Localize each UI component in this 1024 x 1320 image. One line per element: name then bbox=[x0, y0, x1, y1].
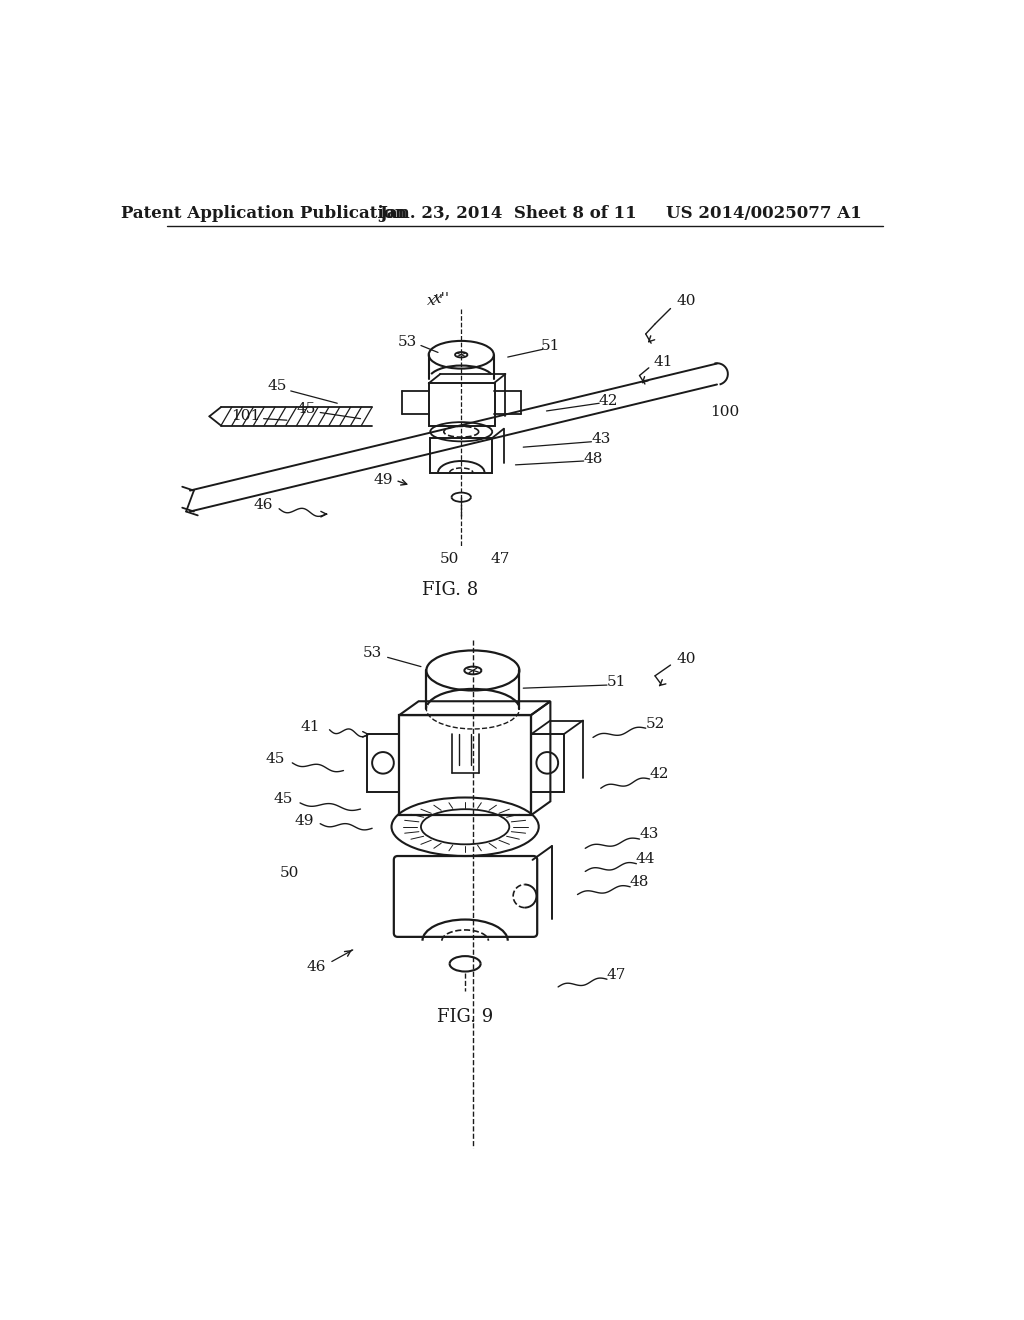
Text: 41: 41 bbox=[300, 719, 319, 734]
Text: 47: 47 bbox=[606, 968, 626, 982]
Text: 40: 40 bbox=[676, 652, 695, 665]
Text: FIG. 9: FIG. 9 bbox=[437, 1008, 494, 1026]
Text: Jan. 23, 2014  Sheet 8 of 11: Jan. 23, 2014 Sheet 8 of 11 bbox=[379, 206, 637, 222]
Text: 49: 49 bbox=[295, 813, 314, 828]
Text: x'': x'' bbox=[427, 294, 444, 308]
Text: 51: 51 bbox=[541, 338, 560, 352]
Text: 43: 43 bbox=[639, 828, 658, 841]
Text: 45: 45 bbox=[297, 401, 316, 416]
Text: 53: 53 bbox=[397, 335, 417, 348]
Text: 46: 46 bbox=[306, 960, 326, 974]
Text: 42: 42 bbox=[649, 767, 669, 781]
Text: 40: 40 bbox=[676, 294, 695, 308]
Text: 100: 100 bbox=[710, 405, 739, 420]
Text: 48: 48 bbox=[630, 875, 649, 890]
Text: 47: 47 bbox=[490, 552, 510, 566]
Text: 101: 101 bbox=[231, 409, 260, 424]
Text: 48: 48 bbox=[584, 451, 603, 466]
Text: x'': x'' bbox=[433, 292, 451, 306]
Text: 52: 52 bbox=[645, 717, 665, 731]
Text: 53: 53 bbox=[362, 645, 382, 660]
Text: 51: 51 bbox=[606, 675, 626, 689]
Text: Patent Application Publication: Patent Application Publication bbox=[121, 206, 407, 222]
Text: 45: 45 bbox=[268, 379, 288, 392]
Text: 41: 41 bbox=[653, 355, 673, 370]
Text: 46: 46 bbox=[254, 498, 273, 512]
Text: 43: 43 bbox=[591, 433, 610, 446]
Text: 45: 45 bbox=[265, 752, 285, 766]
Text: 50: 50 bbox=[440, 552, 460, 566]
Text: 42: 42 bbox=[599, 393, 618, 408]
Text: 49: 49 bbox=[374, 474, 393, 487]
Text: 45: 45 bbox=[273, 792, 293, 807]
Text: US 2014/0025077 A1: US 2014/0025077 A1 bbox=[666, 206, 861, 222]
Text: 44: 44 bbox=[636, 853, 655, 866]
Text: FIG. 8: FIG. 8 bbox=[422, 581, 478, 598]
Text: 50: 50 bbox=[280, 866, 299, 880]
